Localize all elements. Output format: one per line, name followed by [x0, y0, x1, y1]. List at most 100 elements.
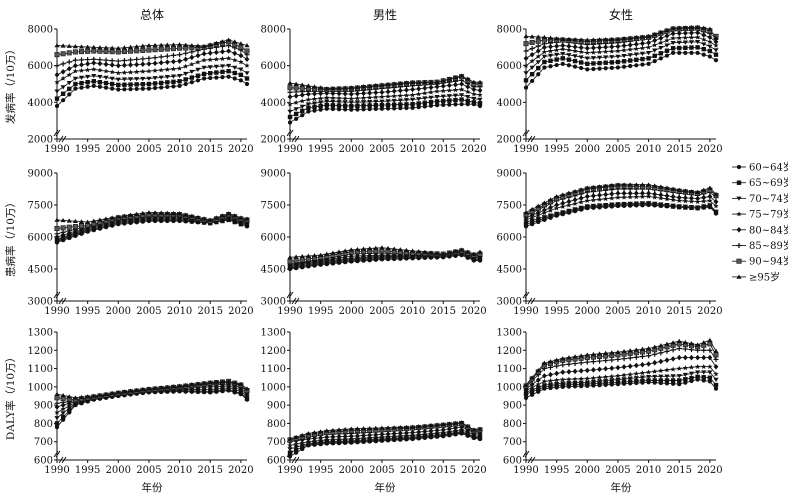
panel-r2-c0: 600 700 800 900 1000 1100 1200 1300 1990 1995 2000…	[28, 328, 254, 495]
series	[523, 354, 719, 392]
data-point	[195, 52, 201, 59]
data-point	[529, 381, 535, 388]
data-point	[140, 86, 145, 91]
data-point	[103, 75, 109, 80]
data-point	[79, 223, 85, 229]
data-point	[409, 79, 416, 84]
data-point	[677, 50, 682, 55]
data-point	[342, 100, 348, 105]
series	[54, 378, 250, 400]
series	[523, 190, 719, 221]
y-tick-label: 4000	[261, 98, 286, 109]
data-point	[633, 182, 639, 187]
data-point	[652, 344, 658, 349]
x-tick-label: 1995	[75, 465, 100, 476]
data-point	[566, 57, 572, 62]
data-point	[213, 64, 219, 69]
data-point	[535, 43, 541, 49]
y-tick-label: 1000	[28, 382, 53, 393]
data-point	[324, 106, 329, 111]
data-point	[628, 63, 633, 69]
data-point	[446, 82, 452, 89]
data-point	[434, 95, 440, 100]
data-point	[91, 56, 97, 62]
data-point	[54, 400, 60, 406]
data-point	[146, 81, 152, 87]
data-point	[379, 82, 385, 87]
data-point	[72, 49, 78, 55]
y-tick-label: 9000	[497, 169, 522, 180]
data-point	[640, 361, 645, 368]
data-point	[72, 218, 78, 224]
x-tick-label: 2000	[339, 306, 364, 317]
data-point	[615, 349, 621, 354]
data-point	[397, 98, 403, 103]
data-point	[355, 107, 360, 112]
data-point	[348, 85, 354, 90]
data-point	[201, 380, 207, 385]
data-point	[115, 77, 121, 82]
data-point	[541, 54, 547, 59]
data-point	[572, 200, 578, 206]
data-point	[379, 99, 385, 104]
data-point	[66, 72, 72, 78]
data-point	[633, 52, 639, 57]
data-point	[615, 54, 621, 59]
data-point	[330, 103, 336, 108]
legend-label: 75~79岁	[749, 208, 788, 221]
data-point	[591, 45, 596, 51]
data-point	[109, 76, 115, 81]
data-point	[523, 382, 529, 387]
data-point	[84, 67, 91, 73]
data-point	[299, 82, 305, 87]
data-point	[572, 380, 578, 386]
data-point	[670, 203, 676, 208]
data-point	[293, 85, 299, 91]
data-point	[391, 102, 397, 107]
data-point	[348, 100, 354, 105]
data-point	[566, 53, 572, 58]
series	[54, 387, 250, 426]
data-point	[596, 184, 603, 189]
data-point	[201, 44, 207, 49]
data-point	[548, 58, 553, 63]
data-point	[477, 426, 483, 431]
data-point	[85, 57, 91, 63]
data-point	[633, 362, 639, 369]
data-point	[541, 200, 547, 205]
data-point	[238, 52, 244, 59]
data-point	[434, 99, 440, 104]
data-point	[201, 216, 207, 221]
data-point	[336, 433, 342, 440]
data-point	[609, 182, 615, 188]
data-point	[189, 75, 195, 80]
data-point	[60, 225, 66, 231]
data-point	[658, 343, 664, 348]
data-point	[695, 29, 701, 36]
data-point	[584, 56, 590, 61]
data-point	[434, 83, 440, 90]
x-tick-label: 1990	[44, 144, 69, 155]
data-point	[85, 79, 90, 85]
data-point	[176, 211, 183, 216]
data-point	[134, 69, 140, 75]
data-point	[134, 77, 140, 82]
data-point	[603, 44, 609, 50]
data-point	[85, 219, 91, 224]
data-point	[596, 379, 603, 384]
x-tick-label: 2010	[167, 465, 192, 476]
data-point	[299, 92, 305, 98]
data-point	[244, 76, 250, 81]
y-tick-label: 6000	[497, 233, 522, 244]
data-point	[548, 64, 553, 69]
axis-break-mark	[286, 129, 294, 137]
data-point	[477, 97, 483, 102]
data-point	[585, 67, 590, 72]
data-point	[547, 382, 554, 387]
data-point	[54, 79, 60, 85]
data-point	[159, 85, 164, 90]
data-point	[713, 363, 719, 370]
data-point	[688, 371, 695, 376]
y-tick-label: 1300	[497, 328, 522, 339]
data-point	[232, 65, 238, 70]
